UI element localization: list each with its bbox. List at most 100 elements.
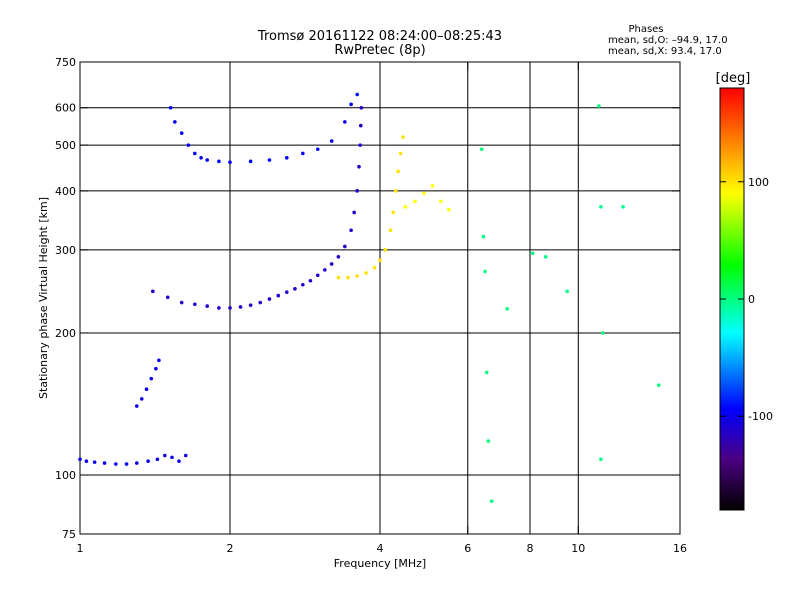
- data-point: [284, 290, 289, 294]
- data-point: [430, 183, 435, 188]
- data-point: [656, 383, 661, 387]
- x-tick-label: 1: [77, 542, 84, 555]
- data-point: [439, 199, 443, 204]
- data-point: [173, 120, 177, 124]
- data-point: [530, 251, 535, 256]
- data-point: [422, 191, 426, 196]
- data-point: [301, 282, 305, 287]
- y-tick-label: 500: [55, 139, 76, 152]
- x-tick-label: 8: [527, 542, 534, 555]
- data-point: [479, 147, 484, 152]
- data-point: [489, 499, 494, 504]
- data-point: [359, 105, 364, 110]
- data-point: [315, 147, 320, 152]
- data-point: [154, 366, 158, 371]
- data-point: [139, 397, 144, 401]
- y-tick-label: 300: [55, 244, 76, 257]
- data-point: [134, 461, 139, 465]
- legend-line-x: mean, sd,X: 93.4, 17.0: [608, 46, 722, 57]
- x-axis-label: Frequency [MHz]: [334, 557, 426, 570]
- data-point: [621, 205, 625, 209]
- data-point: [248, 159, 253, 164]
- data-point: [343, 244, 347, 249]
- data-point: [355, 92, 359, 97]
- y-tick-label: 75: [62, 528, 76, 541]
- data-point: [186, 143, 191, 147]
- data-point: [258, 300, 263, 305]
- data-point: [565, 289, 569, 294]
- x-tick-label: 10: [571, 542, 585, 555]
- legend-line-o: mean, sd,O: –94.9, 17.0: [608, 35, 728, 46]
- data-point: [349, 228, 353, 233]
- data-point: [217, 306, 221, 310]
- data-point: [486, 439, 491, 443]
- data-point: [447, 207, 451, 212]
- data-point: [403, 205, 408, 209]
- data-point: [599, 205, 603, 209]
- data-point: [155, 457, 160, 462]
- data-point: [483, 269, 487, 274]
- data-point: [336, 254, 341, 259]
- data-point: [329, 139, 334, 143]
- data-point: [358, 143, 362, 147]
- data-point: [165, 295, 170, 300]
- data-point: [179, 131, 184, 135]
- data-point: [92, 460, 97, 464]
- y-tick-label: 750: [55, 56, 76, 69]
- data-point: [84, 459, 89, 463]
- x-tick-label: 16: [673, 542, 687, 555]
- data-point: [484, 370, 489, 375]
- y-tick-label: 400: [55, 185, 76, 198]
- data-points: [78, 92, 661, 504]
- data-point: [168, 105, 173, 110]
- data-point: [329, 262, 334, 266]
- data-point: [170, 455, 174, 460]
- data-point: [151, 289, 155, 294]
- data-point: [301, 151, 305, 156]
- data-point: [267, 158, 272, 162]
- y-axis-ticks: 75 100 200 300 400 500 600 750: [55, 56, 680, 541]
- data-point: [124, 462, 129, 466]
- legend-title: Phases: [628, 24, 663, 35]
- data-point: [355, 189, 359, 193]
- data-point: [352, 210, 356, 215]
- data-point: [149, 376, 154, 381]
- colorbar-tick-label: 0: [748, 293, 755, 306]
- data-point: [398, 151, 403, 156]
- data-point: [183, 453, 188, 458]
- data-point: [401, 135, 405, 139]
- data-point: [599, 457, 603, 462]
- chart-subtitle: RwPretec (8p): [334, 43, 425, 58]
- data-point: [372, 265, 377, 270]
- y-tick-label: 600: [55, 102, 76, 115]
- data-point: [336, 275, 341, 280]
- data-point: [505, 306, 509, 311]
- colorbar-tick-label: 100: [748, 176, 769, 189]
- data-point: [228, 160, 232, 165]
- y-tick-label: 100: [55, 469, 76, 482]
- data-point: [193, 302, 197, 307]
- data-point: [205, 158, 209, 162]
- data-point: [378, 258, 382, 263]
- data-point: [601, 331, 605, 335]
- data-point: [355, 274, 359, 278]
- grid-lines: [80, 62, 680, 534]
- data-point: [248, 303, 253, 307]
- data-point: [134, 404, 139, 408]
- data-point: [543, 254, 548, 259]
- data-point: [102, 461, 107, 465]
- data-point: [146, 459, 150, 463]
- data-point: [388, 228, 393, 233]
- data-point: [343, 120, 347, 124]
- y-axis-label: Stationary phase Virtual Height [km]: [37, 197, 50, 399]
- data-point: [199, 155, 203, 160]
- data-point: [346, 275, 350, 280]
- y-tick-label: 200: [55, 327, 76, 340]
- data-point: [481, 234, 486, 239]
- chart-title: Tromsø 20161122 08:24:00–08:25:43: [257, 29, 502, 44]
- data-point: [205, 304, 209, 308]
- data-point: [267, 297, 272, 301]
- data-point: [177, 459, 181, 463]
- data-point: [228, 306, 232, 310]
